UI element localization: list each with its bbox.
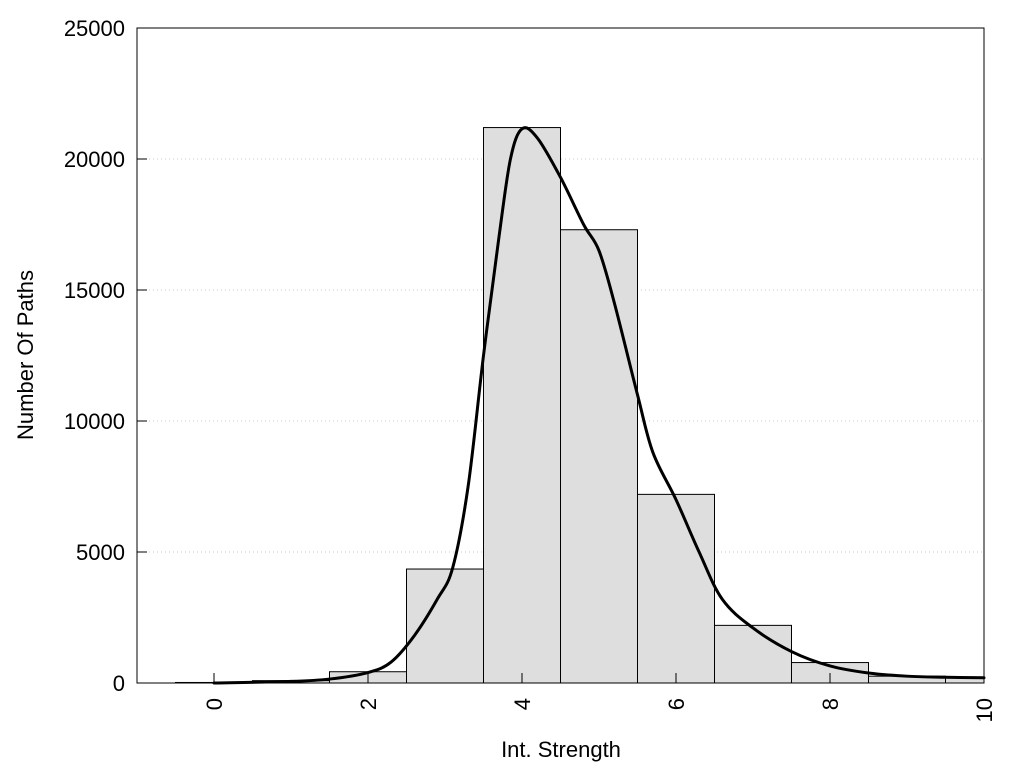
x-axis-label: Int. Strength	[501, 737, 621, 762]
x-axis-ticks: 0 2 4 6 8 10	[202, 673, 997, 722]
density-curve-layer	[212, 126, 986, 685]
y-tick-label-15000: 15000	[64, 278, 125, 303]
x-tick-label-6: 6	[664, 698, 689, 710]
y-tick-label-0: 0	[113, 671, 125, 696]
x-tick-label-10: 10	[972, 698, 997, 722]
x-tick-label-4: 4	[510, 698, 535, 710]
x-tick-label-8: 8	[818, 698, 843, 710]
histogram-bar-6	[637, 493, 715, 684]
histogram-bars	[175, 127, 985, 684]
y-axis-label: Number Of Paths	[13, 270, 38, 440]
plot-frame	[136, 27, 985, 684]
histogram-bar-4	[483, 127, 561, 684]
y-tick-label-10000: 10000	[64, 409, 125, 434]
y-tick-label-5000: 5000	[76, 540, 125, 565]
density-curve	[212, 126, 986, 685]
y-tick-label-20000: 20000	[64, 147, 125, 172]
histogram-bar-7	[714, 624, 792, 684]
x-tick-label-2: 2	[356, 698, 381, 710]
x-tick-label-0: 0	[202, 698, 227, 710]
histogram-bar-5	[560, 229, 638, 684]
y-axis-ticks: 0 5000 10000 15000 20000 25000	[64, 16, 147, 696]
y-tick-label-25000: 25000	[64, 16, 125, 41]
